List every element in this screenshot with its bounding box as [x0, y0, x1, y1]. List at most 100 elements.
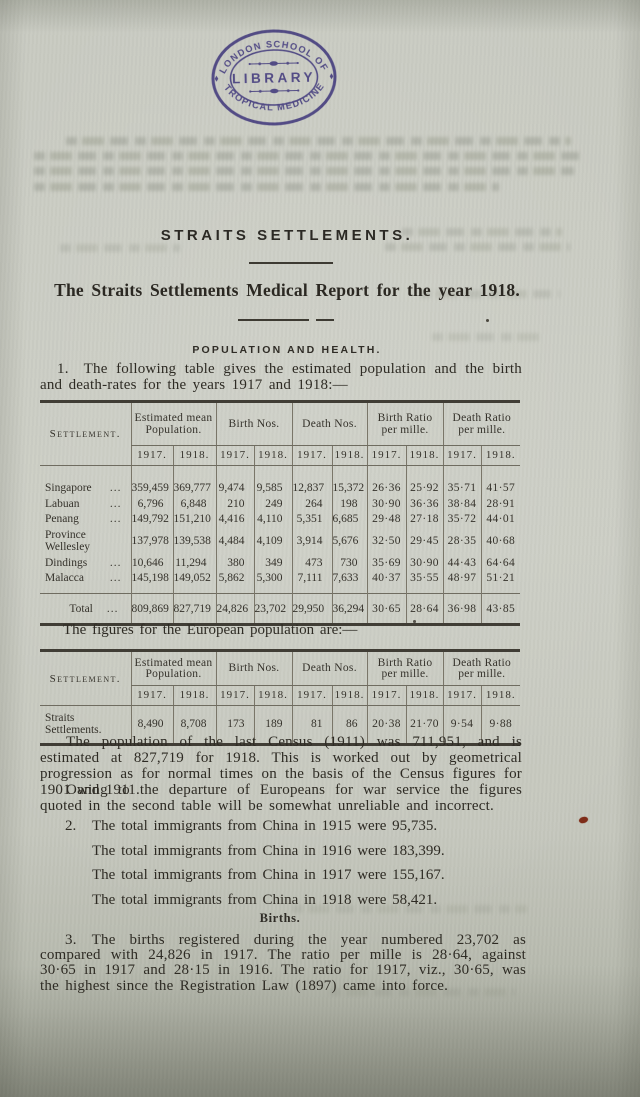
table-row: Malacca... 145,198 149,052 5,862 5,300 7,111 7…: [40, 570, 521, 594]
settlement-cell: Total...: [40, 592, 131, 625]
group-column-header: Death Nos.: [291, 650, 368, 686]
settlement-cell: Labuan...: [45, 497, 122, 510]
value-cell: 26·36: [366, 465, 407, 496]
value-cell: 149,052: [172, 570, 216, 594]
value-cell: 36,294: [331, 592, 368, 625]
value-cell: 41·57: [480, 465, 521, 496]
value-cell: 29·45: [405, 527, 444, 556]
bleed-through-text: [385, 243, 570, 251]
value-cell: 249: [253, 496, 293, 512]
value-cell: 15,372: [331, 465, 368, 496]
value-cell: 151,210: [172, 511, 216, 528]
bleed-through-text: [432, 333, 540, 341]
stamp-side-ornaments: [214, 73, 334, 82]
settlement-cell: Singapore...: [45, 482, 122, 494]
divider-rule: [238, 319, 334, 321]
intro-paragraph: 1. The following table gives the estimate…: [40, 361, 522, 393]
value-cell: 9·88: [480, 705, 521, 745]
immigration-text: The total immigrants from China in 1918 …: [92, 891, 438, 908]
table-header: Settlement. Estimated mean Population. Birt…: [40, 650, 521, 706]
value-cell: 30·90: [405, 555, 444, 571]
divider-rule: [249, 262, 333, 264]
value-cell: 35·69: [366, 555, 407, 571]
value-cell: 5,676: [331, 527, 368, 556]
group-column-header: Death Ratio per mille.: [442, 650, 521, 686]
year-column-header: 1918.: [331, 685, 368, 706]
red-ink-spot: [578, 816, 589, 824]
value-cell: 473: [291, 555, 333, 571]
value-cell: 5,300: [253, 570, 293, 594]
settlement-column-header: Settlement.: [40, 650, 131, 706]
value-cell: 3,914: [291, 527, 333, 556]
value-cell: 64·64: [480, 555, 521, 571]
value-cell: 32·50: [366, 527, 407, 556]
births-heading: Births.: [259, 911, 301, 925]
value-cell: 189: [253, 705, 293, 745]
value-cell: 29·48: [366, 511, 407, 528]
year-column-header: 1917.: [215, 445, 254, 466]
european-population-table: Settlement. Estimated mean Population. Birt…: [40, 649, 521, 746]
value-cell: 24,826: [215, 592, 254, 625]
table-row: Labuan... 6,796 6,848 210 249 264 198 30·90 36·3…: [40, 496, 521, 512]
year-column-header: 1917.: [130, 445, 173, 466]
bleed-through-text: [60, 244, 180, 252]
table-row: Singapore... 359,459 369,777 9,474 9,585 12,8…: [40, 465, 521, 496]
year-column-header: 1917.: [215, 685, 254, 706]
value-cell: 4,416: [215, 511, 254, 528]
war-note-paragraph: Owing to the departure of Europeans for …: [40, 782, 522, 814]
year-column-header: 1918.: [253, 685, 293, 706]
immigration-list: 2. The total immigrants from China in 191…: [40, 819, 522, 917]
value-cell: 7,633: [331, 570, 368, 594]
year-column-header: 1918.: [405, 445, 444, 466]
value-cell: 359,459: [130, 465, 173, 496]
value-cell: 10,646: [130, 555, 173, 571]
group-column-header: Birth Ratio per mille.: [366, 650, 444, 686]
year-column-header: 1918.: [172, 685, 216, 706]
bleed-through-text: [34, 152, 582, 160]
group-column-header: Death Nos.: [291, 401, 368, 446]
table-row: Province Wellesley 137,978 139,538 4,484 4,1…: [40, 527, 521, 556]
value-cell: 20·38: [366, 705, 407, 745]
value-cell: 48·97: [442, 570, 482, 594]
country-heading: STRAITS SETTLEMENTS.: [160, 227, 414, 244]
year-column-header: 1917.: [291, 445, 333, 466]
year-column-header: 1917.: [442, 685, 482, 706]
value-cell: 40·68: [480, 527, 521, 556]
value-cell: 380: [215, 555, 254, 571]
births-paragraph: 3. The births registered during the year …: [40, 932, 526, 994]
value-cell: 38·84: [442, 496, 482, 512]
year-column-header: 1918.: [253, 445, 293, 466]
group-column-header: Death Ratio per mille.: [442, 401, 521, 446]
stamp-inner-ring: [229, 49, 319, 106]
value-cell: 21·70: [405, 705, 444, 745]
table-total-row: Total... 809,869 827,719 24,826 23,702 29,950…: [40, 592, 521, 625]
year-column-header: 1917.: [291, 685, 333, 706]
value-cell: 210: [215, 496, 254, 512]
value-cell: 198: [331, 496, 368, 512]
year-column-header: 1917.: [130, 685, 173, 706]
table-header: Settlement. Estimated mean Population. Birt…: [40, 401, 521, 466]
group-column-header: Birth Nos.: [215, 401, 293, 446]
value-cell: 730: [331, 555, 368, 571]
immigration-text: The total immigrants from China in 1917 …: [92, 867, 445, 883]
bleed-through-text: [34, 167, 574, 175]
immigration-text: The total immigrants from China in 1915 …: [92, 818, 438, 834]
year-column-header: 1917.: [442, 445, 482, 466]
ink-speck: [486, 319, 489, 322]
value-cell: 9,585: [253, 465, 293, 496]
year-column-header: 1917.: [366, 445, 407, 466]
year-column-header: 1918.: [405, 685, 444, 706]
value-cell: 264: [291, 496, 333, 512]
value-cell: 5,351: [291, 511, 333, 528]
european-intro-line: The figures for the European population …: [63, 622, 358, 638]
value-cell: 349: [253, 555, 293, 571]
value-cell: 6,685: [331, 511, 368, 528]
value-cell: 51·21: [480, 570, 521, 594]
paragraph-number: 3.: [65, 932, 77, 948]
group-column-header: Estimated mean Population.: [130, 650, 216, 686]
value-cell: 35·55: [405, 570, 444, 594]
settlement-cell: Malacca...: [45, 572, 122, 585]
value-cell: 11,294: [172, 555, 216, 571]
value-cell: 40·37: [366, 570, 407, 594]
